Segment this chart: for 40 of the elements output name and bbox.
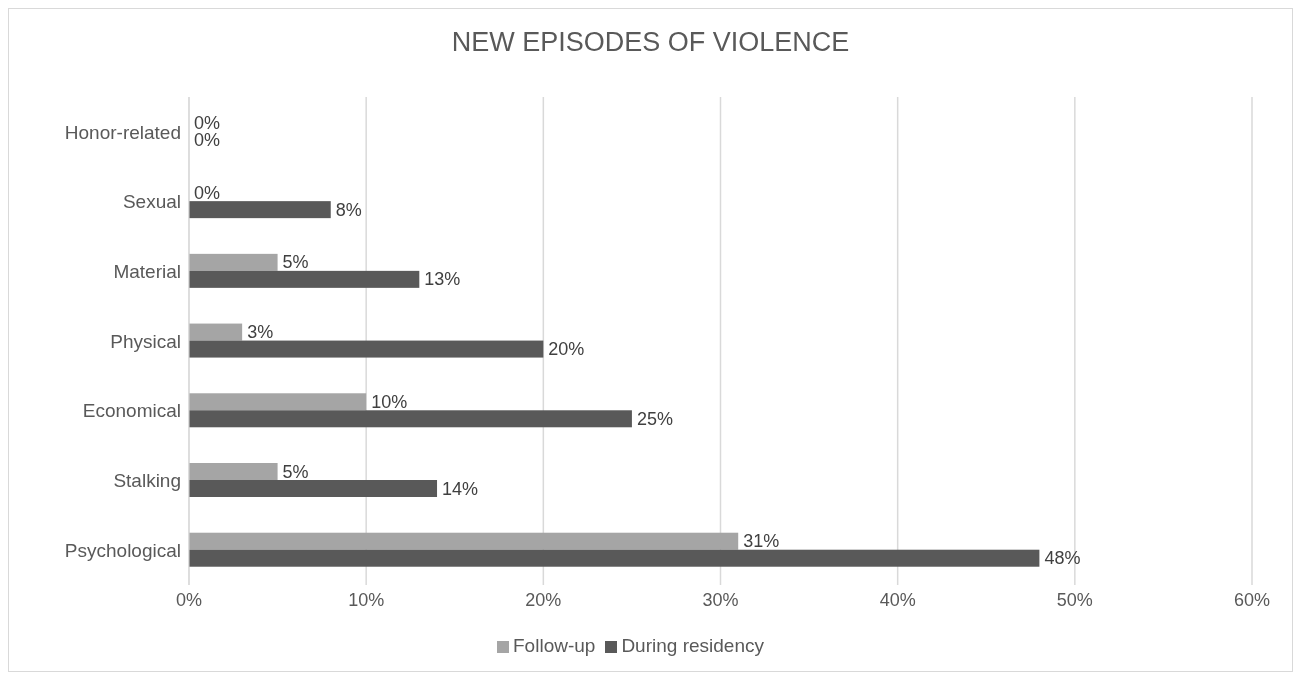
data-label: 10%: [371, 391, 408, 412]
bar: [189, 340, 544, 358]
x-tick-label: 50%: [1056, 589, 1093, 610]
bar: [189, 410, 632, 428]
chart-title: NEW EPISODES OF VIOLENCE: [450, 27, 851, 59]
data-label: 14%: [442, 478, 479, 499]
legend-label: Follow-up: [513, 635, 596, 656]
bar: [189, 480, 438, 497]
bar: [189, 253, 278, 271]
y-tick-label: Sexual: [122, 191, 181, 213]
legend-label: During residency: [621, 635, 764, 656]
y-tick-label: Physical: [110, 330, 181, 352]
data-label: 25%: [636, 408, 673, 429]
data-label: 13%: [424, 269, 461, 290]
data-label: 5%: [282, 461, 309, 482]
x-tick-label: 60%: [1233, 589, 1271, 610]
x-tick-label: 30%: [702, 589, 739, 610]
bar: [189, 393, 367, 411]
x-tick-label: 20%: [525, 589, 562, 610]
data-label: 5%: [282, 252, 309, 273]
data-label: 31%: [743, 531, 780, 552]
data-label: 8%: [335, 199, 362, 220]
y-tick-label: Stalking: [113, 470, 181, 492]
x-tick-label: 0%: [175, 589, 203, 610]
bar: [189, 463, 278, 480]
y-tick-label: Material: [113, 261, 181, 283]
bar: [189, 549, 1040, 567]
data-label: 20%: [548, 339, 585, 360]
y-tick-label: Honor-related: [64, 121, 181, 143]
y-tick-label: Psychological: [64, 539, 181, 561]
bar: [189, 201, 331, 219]
bar: [189, 532, 739, 550]
data-label: 0%: [194, 182, 221, 203]
x-tick-label: 40%: [879, 589, 916, 610]
bar: [189, 270, 420, 288]
x-tick-label: 10%: [348, 589, 385, 610]
data-label: 3%: [247, 322, 274, 343]
data-label: 48%: [1044, 548, 1081, 569]
bar: [189, 323, 243, 341]
y-tick-label: Economical: [82, 400, 181, 422]
